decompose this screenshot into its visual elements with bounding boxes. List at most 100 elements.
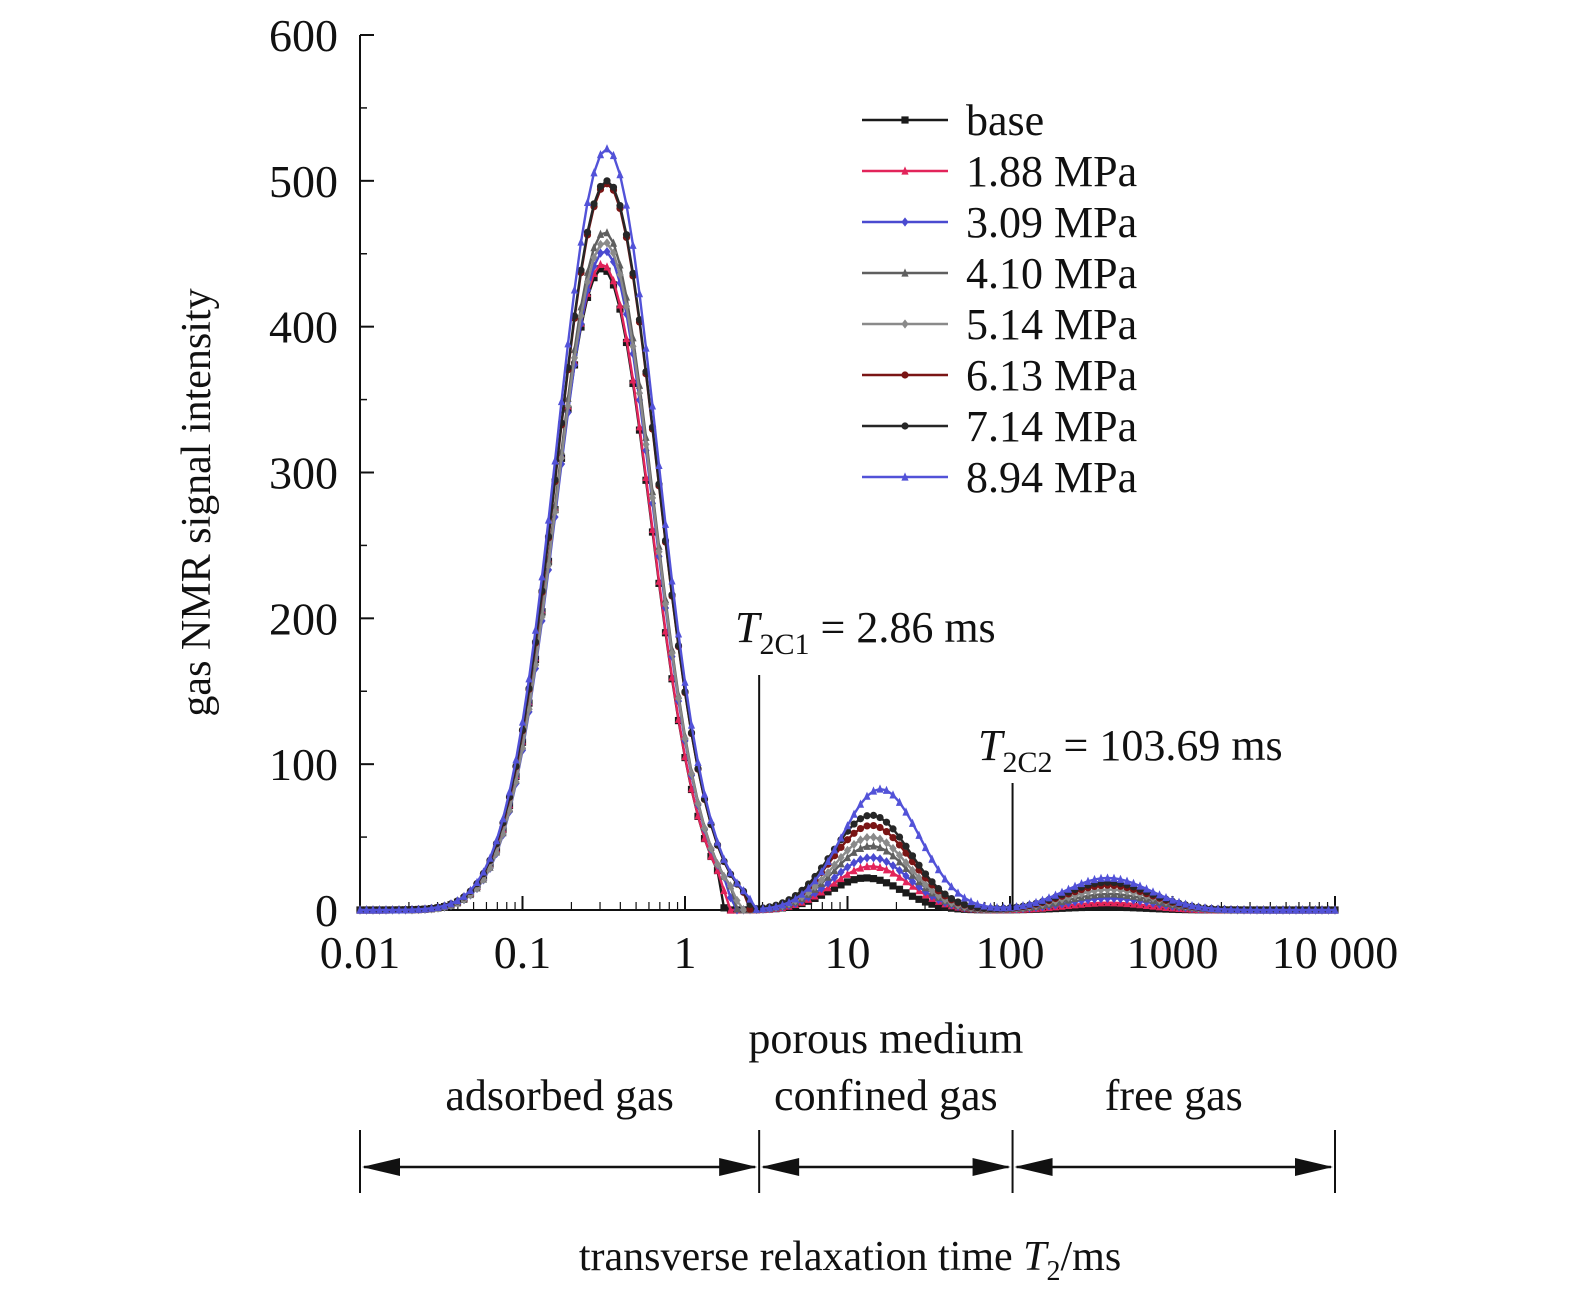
- series-marker: [1077, 889, 1086, 899]
- series-marker: [993, 902, 1001, 912]
- series-marker: [941, 890, 949, 898]
- series-marker: [1272, 905, 1281, 914]
- series-marker: [603, 247, 611, 257]
- series-marker: [674, 629, 683, 638]
- series-marker: [889, 790, 897, 799]
- series-marker: [856, 824, 865, 833]
- series-marker: [460, 891, 468, 900]
- series-marker: [596, 239, 605, 250]
- series-marker: [1240, 905, 1248, 914]
- series-marker: [902, 842, 910, 850]
- series-marker: [882, 818, 891, 826]
- series-marker: [616, 270, 624, 280]
- series-7-14-mpa: [356, 177, 1339, 914]
- series-marker: [986, 902, 995, 911]
- series-marker: [1142, 884, 1151, 893]
- series-marker: [967, 896, 975, 906]
- series-marker: [902, 807, 910, 816]
- series-marker: [1090, 886, 1099, 896]
- series-marker: [954, 898, 962, 906]
- series-marker: [895, 865, 904, 876]
- series-marker: [622, 301, 631, 311]
- legend-entry-1-88-mpa: 1.88 MPa: [862, 147, 1137, 196]
- series-marker: [1064, 884, 1073, 893]
- series-marker: [830, 878, 839, 887]
- series-marker: [869, 861, 878, 870]
- series-marker: [1084, 887, 1092, 897]
- series-marker: [1103, 873, 1112, 882]
- series-marker: [609, 248, 618, 258]
- series-marker: [850, 839, 858, 850]
- series-marker: [863, 812, 871, 820]
- series-marker: [973, 899, 982, 908]
- series-marker: [362, 905, 371, 914]
- series-marker: [622, 333, 631, 343]
- series-marker: [707, 843, 715, 853]
- y-tick-label-2: 200: [269, 593, 338, 644]
- series-marker: [1129, 878, 1138, 887]
- series-marker: [901, 422, 909, 430]
- series-marker: [1097, 885, 1105, 895]
- y-tick-label-4: 400: [269, 302, 338, 353]
- series-marker: [1129, 895, 1138, 905]
- series-marker: [915, 873, 923, 883]
- series-marker: [1045, 893, 1053, 902]
- series-marker: [1149, 887, 1157, 896]
- legend-label: 7.14 MPa: [966, 402, 1137, 451]
- series-marker: [882, 865, 891, 874]
- series-marker: [713, 865, 722, 874]
- series-marker: [901, 116, 909, 124]
- series-marker: [1110, 873, 1118, 882]
- series-marker: [824, 868, 832, 878]
- series-marker: [668, 672, 676, 681]
- series-marker: [837, 859, 845, 868]
- series-marker: [473, 877, 481, 887]
- series-marker: [655, 576, 663, 585]
- series-marker: [863, 853, 871, 863]
- series-marker: [1071, 881, 1079, 890]
- series-marker: [902, 858, 910, 868]
- series-marker: [635, 388, 644, 398]
- series-marker: [921, 898, 930, 906]
- cutoff-label-2: T2C2 = 103.69 ms: [978, 721, 1283, 779]
- series-marker: [1123, 886, 1131, 896]
- series-marker: [895, 797, 904, 806]
- series-marker: [843, 836, 852, 844]
- series-marker: [895, 857, 904, 866]
- series-marker: [557, 396, 566, 406]
- series-marker: [1324, 905, 1333, 914]
- series-marker: [863, 791, 871, 800]
- series-marker: [629, 269, 637, 277]
- series-marker: [583, 197, 592, 206]
- series-marker: [616, 169, 624, 179]
- series-marker: [1188, 900, 1196, 910]
- series-marker: [1116, 894, 1125, 904]
- series-marker: [785, 897, 793, 906]
- series-marker: [1097, 893, 1105, 904]
- series-marker: [1090, 903, 1099, 911]
- series-marker: [720, 872, 728, 882]
- series-marker: [609, 276, 618, 285]
- series-marker: [1129, 904, 1138, 912]
- series-marker: [863, 874, 871, 882]
- series-marker: [752, 904, 761, 913]
- y-tick-label-3: 300: [269, 448, 338, 499]
- series-marker: [1038, 895, 1047, 904]
- series-marker: [1318, 905, 1326, 914]
- series-marker: [1032, 897, 1040, 906]
- series-marker: [798, 889, 806, 898]
- region-label: free gas: [1105, 1071, 1243, 1120]
- series-marker: [901, 268, 909, 277]
- region-porous-medium-confined-gas: porous medium confined gas: [748, 1014, 1023, 1176]
- legend-entry-3-09-mpa: 3.09 MPa: [862, 198, 1137, 247]
- series-marker: [901, 371, 909, 379]
- series-marker: [1181, 899, 1190, 908]
- series-marker: [427, 903, 436, 912]
- series-marker: [577, 311, 585, 321]
- series-marker: [1012, 902, 1021, 911]
- series-marker: [1298, 905, 1307, 914]
- series-marker: [544, 515, 553, 524]
- legend-label: 1.88 MPa: [966, 147, 1137, 196]
- series-marker: [551, 507, 559, 517]
- series-marker: [681, 677, 689, 686]
